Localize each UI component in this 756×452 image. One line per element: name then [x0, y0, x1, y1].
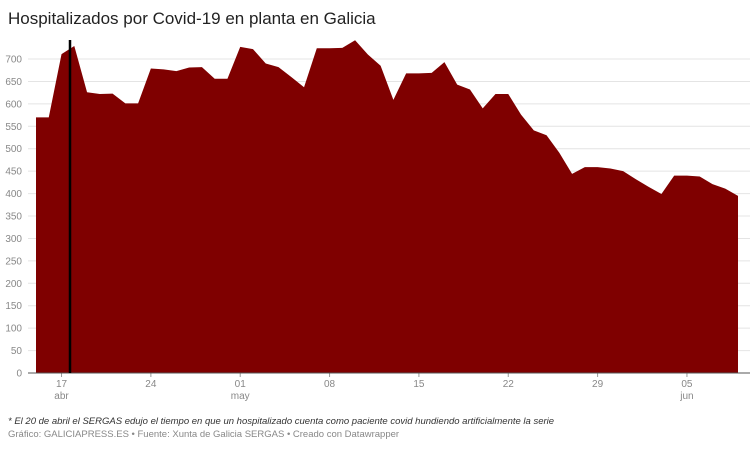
y-tick-label: 0 — [16, 369, 22, 380]
x-tick-label: 29 — [592, 379, 604, 390]
y-tick-label: 600 — [5, 99, 22, 110]
credits: Gráfico: GALICIAPRESS.ES • Fuente: Xunta… — [8, 429, 399, 440]
x-tick-label: 17 — [56, 379, 68, 390]
x-tick-label: 08 — [324, 379, 336, 390]
area — [36, 40, 738, 374]
y-tick-label: 300 — [5, 234, 22, 245]
y-tick-label: 350 — [5, 212, 22, 223]
plot — [28, 40, 750, 374]
y-tick-label: 700 — [5, 55, 22, 66]
chart-title: Hospitalizados por Covid-19 en planta en… — [8, 9, 376, 28]
y-tick-label: 100 — [5, 324, 22, 335]
footnote: * El 20 de abril el SERGAS edujo el tiem… — [8, 416, 554, 427]
y-tick-label: 650 — [5, 77, 22, 88]
y-tick-label: 400 — [5, 189, 22, 200]
x-tick-label: 05 — [681, 379, 693, 390]
x-month-label: abr — [54, 391, 69, 402]
x-month-label: may — [231, 391, 250, 402]
x-tick-label: 15 — [413, 379, 425, 390]
x-month-label: jun — [679, 391, 693, 402]
y-tick-label: 200 — [5, 279, 22, 290]
y-tick-label: 50 — [11, 346, 23, 357]
x-tick-label: 22 — [503, 379, 515, 390]
x-tick-label: 24 — [145, 379, 157, 390]
y-tick-label: 550 — [5, 122, 22, 133]
x-tick-label: 01 — [235, 379, 247, 390]
y-tick-label: 150 — [5, 301, 22, 312]
y-tick-label: 500 — [5, 144, 22, 155]
y-tick-label: 450 — [5, 167, 22, 178]
y-tick-label: 250 — [5, 256, 22, 267]
